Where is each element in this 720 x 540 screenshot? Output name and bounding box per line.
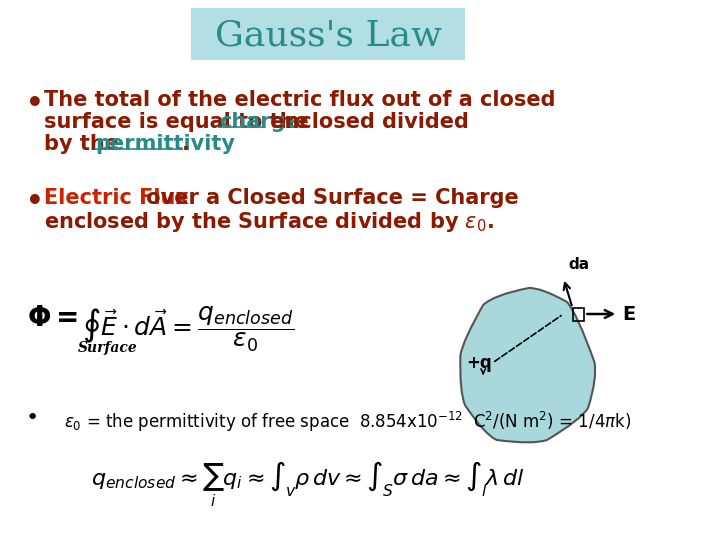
Text: •: •: [25, 90, 43, 118]
Text: da: da: [568, 257, 589, 272]
Text: charge: charge: [219, 112, 300, 132]
Text: surface is equal to the: surface is equal to the: [44, 112, 316, 132]
Text: Gauss's Law: Gauss's Law: [215, 18, 441, 52]
Text: .: .: [182, 134, 190, 154]
Text: +q: +q: [466, 354, 492, 372]
Text: permittivity: permittivity: [95, 134, 235, 154]
Text: Surface: Surface: [78, 341, 138, 355]
Text: over a Closed Surface = Charge: over a Closed Surface = Charge: [138, 188, 518, 208]
Text: enclosed by the Surface divided by $\varepsilon_0$.: enclosed by the Surface divided by $\var…: [44, 210, 494, 234]
PathPatch shape: [460, 288, 595, 442]
Text: $\oint \vec{E} \cdot d\vec{A} = \dfrac{q_{enclosed}}{\varepsilon_0}$: $\oint \vec{E} \cdot d\vec{A} = \dfrac{q…: [82, 305, 294, 354]
Text: E: E: [622, 305, 635, 323]
Text: $q_{enclosed} \approx \sum_i q_i \approx \int_v \rho\, dv \approx \int_S \sigma\: $q_{enclosed} \approx \sum_i q_i \approx…: [91, 460, 525, 509]
Text: Electric Flux: Electric Flux: [44, 188, 189, 208]
Text: $\varepsilon_0$ = the permittivity of free space  8.854x10$^{-12}$  C$^2$/(N m$^: $\varepsilon_0$ = the permittivity of fr…: [64, 410, 631, 434]
Text: by the: by the: [44, 134, 126, 154]
Text: The total of the electric flux out of a closed: The total of the electric flux out of a …: [44, 90, 555, 110]
Text: $\mathbf{\Phi=}$: $\mathbf{\Phi=}$: [27, 305, 78, 332]
Text: •: •: [25, 188, 43, 216]
FancyBboxPatch shape: [192, 8, 465, 60]
Text: •: •: [25, 408, 39, 428]
Text: enclosed divided: enclosed divided: [263, 112, 469, 132]
